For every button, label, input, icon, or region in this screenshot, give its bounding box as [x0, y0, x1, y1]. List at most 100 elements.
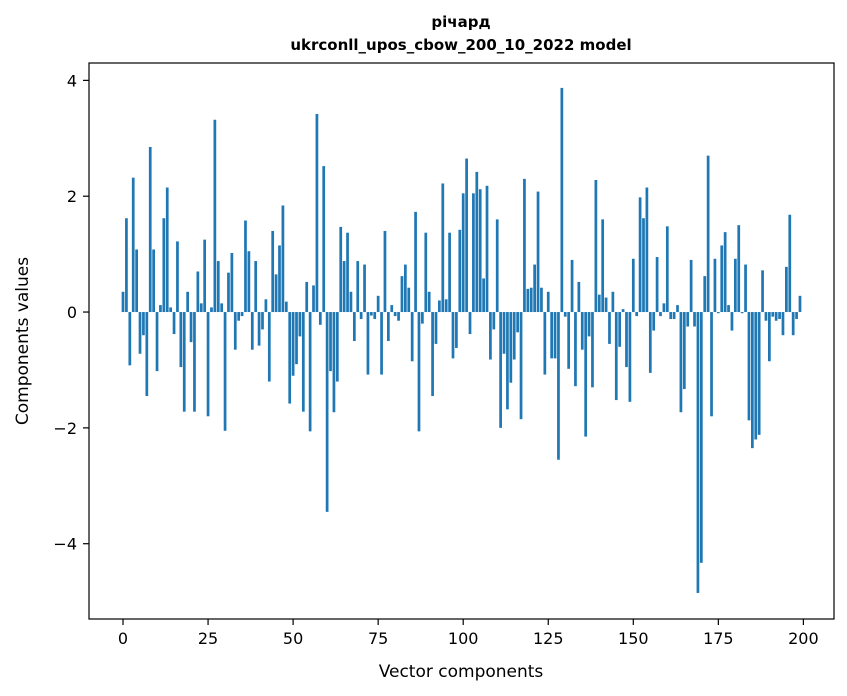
bar — [757, 312, 761, 435]
bar — [387, 312, 390, 341]
bar — [611, 291, 615, 313]
y-tick-label: −2 — [53, 419, 77, 438]
bar — [264, 299, 268, 313]
bar — [169, 307, 173, 313]
bar — [315, 113, 319, 313]
bar — [383, 230, 387, 313]
bar — [179, 312, 183, 368]
bar — [199, 303, 203, 313]
bar — [560, 87, 564, 313]
bar — [679, 312, 683, 413]
bar — [230, 252, 234, 313]
bar — [318, 312, 322, 325]
bar — [312, 285, 315, 313]
bar — [237, 312, 241, 321]
bar — [410, 312, 414, 362]
bar — [774, 312, 778, 321]
bar — [730, 312, 734, 331]
bar — [577, 281, 581, 313]
bar — [393, 312, 397, 317]
bar — [720, 245, 724, 313]
bar — [472, 193, 475, 313]
bar — [516, 312, 519, 333]
bar — [145, 312, 149, 397]
bar — [182, 312, 186, 412]
bar — [380, 312, 383, 375]
bar — [404, 264, 407, 313]
bar — [281, 205, 285, 313]
bar — [407, 287, 411, 313]
bar — [543, 312, 547, 375]
bar — [492, 312, 496, 330]
bar — [176, 241, 179, 313]
bar — [764, 312, 768, 321]
bar — [216, 261, 220, 313]
bar — [645, 187, 649, 313]
bar — [723, 232, 727, 313]
bar — [376, 295, 380, 313]
bar — [138, 312, 142, 354]
bar — [438, 300, 441, 313]
bar — [189, 312, 193, 343]
bar — [635, 312, 639, 317]
bar — [444, 299, 448, 313]
bar — [363, 264, 366, 313]
bar — [655, 257, 659, 313]
bar — [206, 312, 210, 417]
bar — [271, 230, 275, 313]
bar — [546, 291, 550, 313]
bar — [781, 312, 785, 336]
x-tick-label: 125 — [533, 629, 564, 648]
bar — [397, 312, 400, 321]
bar — [455, 312, 458, 348]
x-tick-label: 200 — [788, 629, 819, 648]
bar — [278, 245, 281, 313]
bar — [540, 287, 543, 313]
bar — [676, 305, 679, 313]
bar — [135, 249, 138, 313]
bar — [155, 312, 159, 372]
bar — [247, 251, 251, 313]
bar — [125, 218, 128, 313]
bar — [642, 218, 645, 313]
bar — [506, 312, 509, 410]
bar — [567, 312, 571, 369]
bar — [550, 312, 554, 359]
bar — [587, 312, 591, 337]
bar — [791, 312, 795, 336]
bar — [244, 220, 247, 313]
bar — [448, 232, 451, 313]
bar — [785, 266, 788, 313]
bar — [291, 312, 295, 376]
bar — [352, 312, 356, 341]
bar — [390, 305, 394, 313]
bar — [618, 312, 622, 347]
bar — [193, 312, 196, 412]
y-axis-ticks: −4 −2 0 2 4 — [53, 71, 89, 554]
bar — [648, 312, 652, 373]
bar — [614, 312, 618, 401]
y-tick-label: 4 — [67, 71, 77, 90]
bar — [451, 312, 455, 359]
bar — [713, 258, 717, 313]
bar — [771, 312, 775, 317]
bar — [359, 312, 363, 319]
bar — [662, 303, 666, 313]
bar — [489, 312, 492, 360]
bar — [210, 307, 213, 313]
bar — [580, 312, 584, 350]
bar — [128, 312, 132, 366]
y-axis-label: Components values — [13, 257, 33, 425]
bar — [298, 312, 302, 337]
bar — [431, 312, 434, 397]
bar — [332, 312, 336, 413]
bar — [478, 189, 482, 313]
bar — [203, 239, 207, 313]
bar — [706, 155, 710, 313]
bar — [519, 312, 523, 420]
bar — [621, 309, 625, 313]
plot-frame — [88, 62, 835, 620]
bar — [274, 274, 278, 313]
bar — [584, 312, 588, 437]
bar — [325, 312, 329, 512]
